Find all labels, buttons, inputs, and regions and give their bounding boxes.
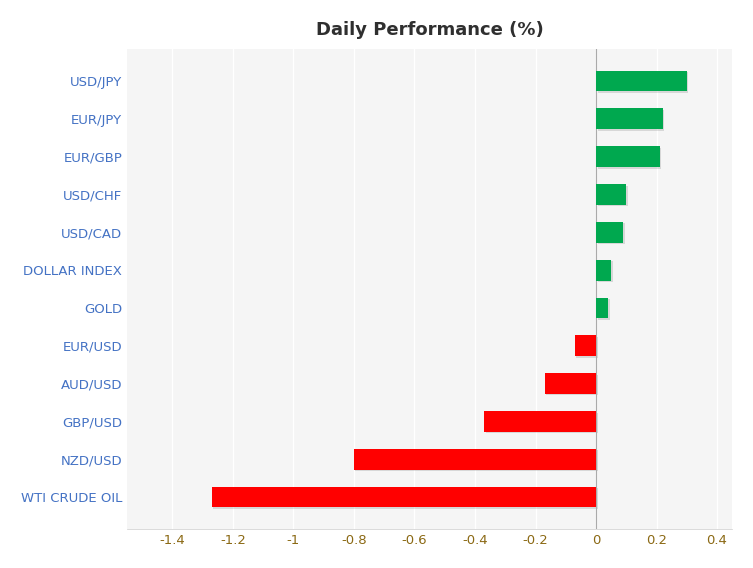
Bar — [598, 110, 664, 131]
Bar — [596, 70, 687, 91]
Bar — [596, 146, 660, 167]
Bar — [598, 261, 613, 282]
Bar — [576, 337, 598, 358]
Bar — [598, 72, 688, 93]
Bar — [596, 108, 663, 129]
Bar — [596, 184, 626, 205]
Bar — [598, 186, 628, 206]
Bar — [546, 375, 598, 395]
Bar — [598, 148, 661, 169]
Bar — [598, 299, 610, 320]
Bar — [598, 223, 625, 244]
Bar — [354, 449, 596, 470]
Bar — [544, 373, 596, 394]
Bar — [212, 487, 596, 507]
Bar — [575, 335, 596, 356]
Bar — [486, 412, 598, 433]
Bar — [596, 298, 608, 318]
Bar — [596, 222, 623, 243]
Title: Daily Performance (%): Daily Performance (%) — [316, 21, 544, 39]
Bar — [213, 488, 598, 509]
Bar — [596, 260, 611, 281]
Bar — [484, 411, 596, 432]
Bar — [355, 450, 598, 471]
